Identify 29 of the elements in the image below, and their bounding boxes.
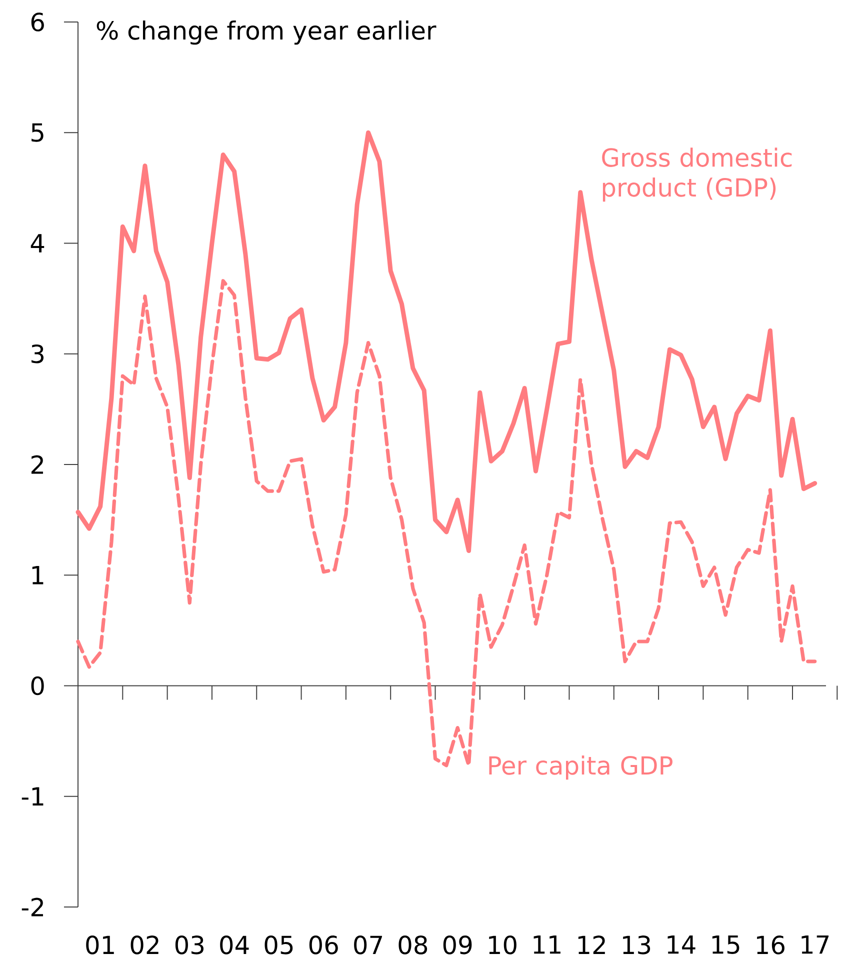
x-tick-label: 08 bbox=[398, 936, 428, 954]
x-tick-label: 11 bbox=[534, 936, 561, 954]
y-tick-label: 3 bbox=[32, 344, 44, 364]
y-tick-label: 5 bbox=[32, 123, 44, 142]
x-tick-label: 17 bbox=[802, 936, 829, 954]
x-tick-label: 05 bbox=[264, 936, 293, 954]
x-tick-label: 04 bbox=[220, 936, 249, 954]
series-label: Per capita GDP bbox=[489, 756, 673, 780]
x-tick-label: 06 bbox=[310, 936, 338, 954]
y-tick-label: 2 bbox=[32, 455, 44, 474]
x-tick-label: 02 bbox=[130, 936, 158, 954]
x-tick-label: 15 bbox=[712, 936, 740, 954]
x-tick-label: 01 bbox=[86, 936, 114, 954]
series-label: Gross domestic product (GDP) bbox=[602, 148, 792, 202]
x-tick-label: 12 bbox=[578, 936, 606, 954]
x-tick-label: 10 bbox=[489, 936, 517, 954]
y-tick-label: 6 bbox=[32, 12, 44, 32]
y-tick-label: 4 bbox=[31, 234, 44, 252]
x-tick-label: 13 bbox=[623, 936, 650, 954]
y-tick-label: -2 bbox=[22, 898, 44, 916]
x-tick-label: 07 bbox=[354, 936, 382, 954]
x-tick-label: 03 bbox=[176, 936, 204, 954]
x-tick-label: 16 bbox=[757, 936, 785, 954]
y-tick-label: -1 bbox=[22, 787, 44, 806]
x-tick-label: 09 bbox=[444, 936, 472, 954]
y-tick-label: 0 bbox=[31, 676, 44, 696]
x-tick-label: 14 bbox=[668, 936, 696, 954]
y-tick-label: 1 bbox=[32, 566, 44, 584]
y-axis-title: % change from year earlier bbox=[97, 20, 436, 45]
